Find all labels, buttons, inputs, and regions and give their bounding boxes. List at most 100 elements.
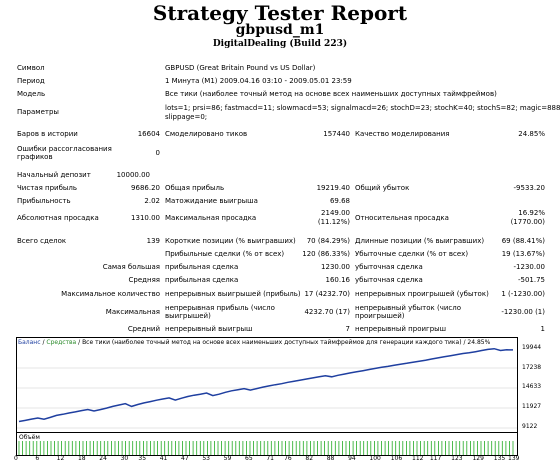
legend-equity: Средства [46,339,77,346]
average-label: Средняя [128,276,160,284]
deposit-value: 10000.00 [116,171,150,179]
y-tick-label: 11927 [522,403,542,411]
bars-label: Баров в истории [17,130,78,138]
average-loss-label: убыточная сделка [355,276,423,284]
gross-profit-value: 19219.40 [316,184,350,192]
max-profit-label-cont: выигрышей) [165,312,211,320]
cons-losses-value: 1 (-1230.00) [501,290,545,298]
x-tick-label: 59 [223,455,232,462]
bars-value: 16604 [137,130,160,138]
symbol-value: GBPUSD (Great Britain Pound vs US Dollar… [165,64,316,72]
x-tick-label: 123 [451,455,463,462]
total-trades-value: 139 [146,237,160,245]
x-tick-label: 0 [14,455,18,462]
gross-loss-label: Общий убыток [355,184,410,192]
rel-drawdown-label: Относительная просадка [355,214,449,222]
x-tick-label: 82 [305,455,314,462]
x-tick-label: 41 [159,455,168,462]
errors-value: 0 [155,149,160,157]
cons-wins-label: непрерывных выигрышей (прибыль) [165,290,301,298]
x-tick-label: 47 [181,455,189,462]
quality-value: 24.85% [518,130,545,138]
short-positions-value: 70 (84.29%) [306,237,350,245]
payoff-label: Матожидание выигрыша [165,197,258,205]
gross-loss-value: -9533.20 [513,184,545,192]
max-drawdown-percent: (11.12%) [317,218,350,226]
volume-label: Объём [19,434,40,441]
x-tick-label: 135 [493,455,506,462]
average-profit-label: прибыльная сделка [165,276,239,284]
balance-line [18,347,514,423]
x-tick-label: 88 [326,455,335,462]
balance-chart [16,337,518,433]
cons-wins-value: 17 (4232.70) [304,290,350,298]
x-tick-label: 24 [99,455,107,462]
rel-drawdown-percent: 16.92% [518,209,545,217]
x-tick-label: 139 [508,455,520,462]
largest-loss-value: -1230.00 [513,263,545,271]
y-tick-label: 19944 [522,344,542,351]
max-profit-label: непрерывная прибыль (число [165,304,275,312]
max-drawdown-label: Максимальная просадка [165,214,257,222]
total-trades-label: Всего сделок [17,237,67,245]
abs-drawdown-label: Абсолютная просадка [17,214,99,222]
x-tick-label: 106 [390,455,403,462]
profit-trades-value: 120 (86.33%) [302,250,350,258]
loss-trades-label: Убыточные сделки (% от всех) [355,250,469,258]
net-profit-label: Чистая прибыль [17,184,78,192]
largest-label: Самая большая [102,263,160,271]
profit-factor-label: Прибыльность [17,197,71,205]
x-tick-label: 30 [120,455,129,462]
average-loss-value: -501.75 [517,276,545,284]
ticks-label: Смоделировано тиков [165,130,248,138]
avg-losses-label: непрерывный проигрыш [355,325,447,333]
symbol-label: Символ [17,64,45,72]
model-label: Модель [17,90,46,98]
params-label: Параметры [17,108,59,116]
y-tick-label: 14633 [522,383,542,391]
max-loss-label: непрерывный убыток (число [355,304,462,312]
x-tick-label: 112 [412,455,424,462]
x-tick-label: 71 [266,455,274,462]
volume-panel [16,432,518,456]
x-tick-label: 100 [369,455,381,462]
errors-label: Ошибки рассогласования [17,145,112,153]
avg-label: Средний [127,325,160,333]
x-tick-label: 18 [77,455,86,462]
volume-svg [18,441,514,455]
model-value: Все тики (наиболее точный метод на основ… [165,90,497,98]
chart-legend: Баланс / Средства / Все тики (наиболее т… [18,339,490,346]
x-tick-label: 53 [202,455,210,462]
ticks-value: 157440 [323,130,350,138]
x-tick-label: 65 [245,455,253,462]
report-subtitle: gbpusd_m1 [235,22,325,38]
largest-profit-value: 1230.00 [321,263,350,271]
period-label: Период [17,77,45,85]
largest-profit-label: прибыльная сделка [165,263,239,271]
params-value: lots=1; prsi=86; fastmacd=11; slowmacd=5… [165,104,560,112]
avg-wins-value: 7 [345,325,350,333]
quality-label: Качество моделирования [355,130,450,138]
legend-separator: / [40,339,47,346]
x-tick-label: 76 [284,455,292,462]
balance-chart-svg [17,347,517,429]
avg-losses-value: 1 [540,325,545,333]
y-tick-label: 9122 [522,423,538,430]
x-tick-label: 94 [348,455,356,462]
profit-trades-label: Прибыльные сделки (% от всех) [165,250,285,258]
x-tick-label: 117 [429,455,442,462]
max-loss-label-cont: проигрышей) [355,312,405,320]
profit-factor-value: 2.02 [144,197,160,205]
largest-loss-label: убыточная сделка [355,263,423,271]
loss-trades-value: 19 (13.67%) [501,250,545,258]
average-profit-value: 160.16 [325,276,351,284]
max-drawdown-value: 2149.00 [321,209,350,217]
deposit-label: Начальный депозит [17,171,91,179]
max-loss-value: -1230.00 (1) [501,308,545,316]
x-tick-label: 6 [35,455,40,462]
abs-drawdown-value: 1310.00 [131,214,160,222]
report-title: Strategy Tester Report [152,1,408,25]
params-value-cont: slippage=0; [165,113,208,121]
legend-balance: Баланс [18,339,41,346]
x-axis: 0 6 12 18 24 30 35 41 47 53 59 65 71 76 82 88 94 100 106 11… [14,455,546,464]
